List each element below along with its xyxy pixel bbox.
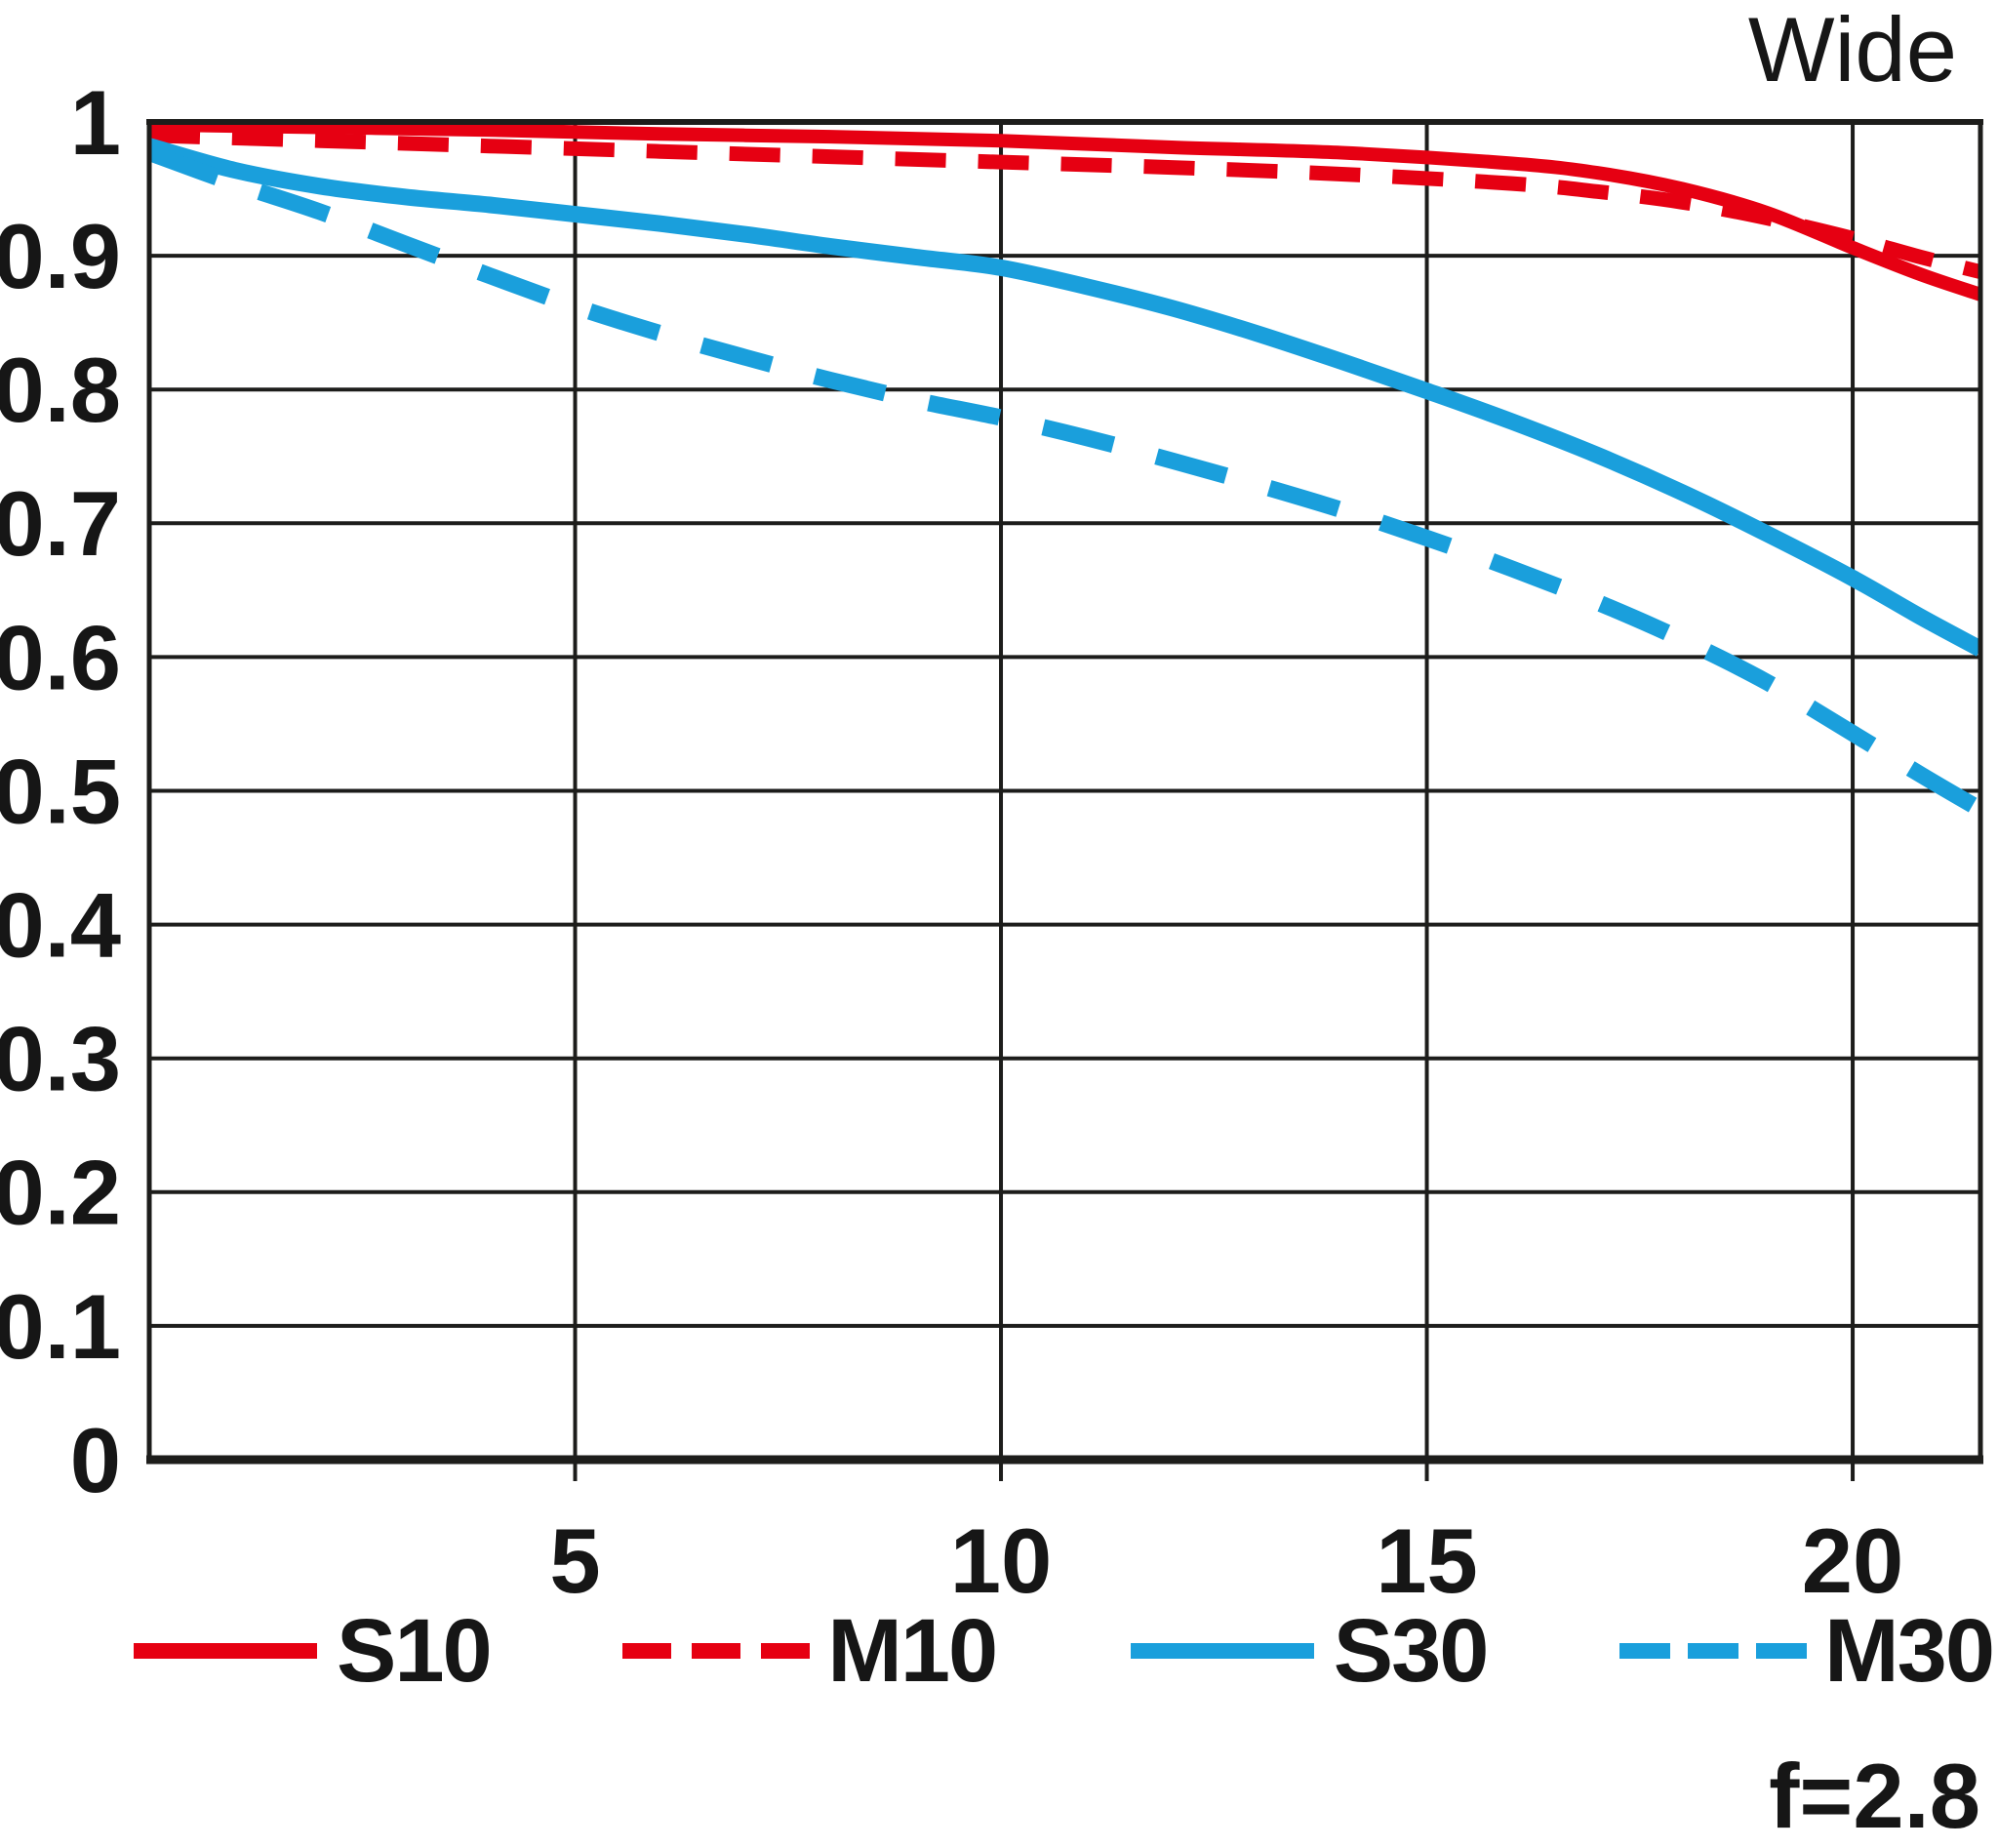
y-tick-0.3: 0.3 bbox=[0, 1008, 121, 1110]
y-tick-0.8: 0.8 bbox=[0, 339, 121, 441]
y-tick-0.6: 0.6 bbox=[0, 606, 121, 708]
y-tick-0.1: 0.1 bbox=[0, 1275, 121, 1378]
x-tick-20: 20 bbox=[1802, 1509, 1904, 1612]
x-tick-15: 15 bbox=[1376, 1509, 1478, 1612]
legend-item-s30: S30 bbox=[1129, 1601, 1490, 1701]
plot-border bbox=[146, 119, 1983, 1465]
legend-label-s10: S10 bbox=[337, 1601, 493, 1701]
legend-swatch-solid-blue bbox=[1130, 1643, 1314, 1659]
y-tick-0.7: 0.7 bbox=[0, 472, 121, 575]
legend-item-s10: S10 bbox=[132, 1601, 493, 1701]
y-tick-0.9: 0.9 bbox=[0, 205, 121, 307]
legend-label-m10: M10 bbox=[827, 1601, 998, 1701]
legend-item-m30: M30 bbox=[1619, 1601, 1995, 1701]
curve-m30 bbox=[149, 144, 1980, 818]
x-tick-10: 10 bbox=[950, 1509, 1053, 1612]
chart-title: Wide bbox=[1747, 0, 1957, 100]
y-tick-0.4: 0.4 bbox=[0, 874, 121, 977]
legend-swatch-solid-red bbox=[134, 1643, 317, 1659]
x-tick-5: 5 bbox=[549, 1509, 600, 1612]
y-axis-tick-labels: 1 0.9 0.8 0.7 0.6 0.5 0.4 0.3 0.2 0.1 0 bbox=[0, 71, 121, 1511]
legend-swatch-dashed-blue bbox=[1619, 1643, 1808, 1659]
y-tick-0: 0 bbox=[70, 1409, 121, 1511]
y-tick-0.2: 0.2 bbox=[0, 1142, 121, 1244]
curve-m10 bbox=[149, 128, 1980, 279]
legend-item-m10: M10 bbox=[622, 1601, 998, 1701]
curve-s30 bbox=[149, 138, 1980, 657]
legend: S10 M10 S30 M30 bbox=[132, 1601, 1995, 1701]
mtf-curves bbox=[149, 122, 1980, 818]
legend-swatch-dashed-red bbox=[622, 1643, 811, 1659]
aperture-label: f=2.8 bbox=[1769, 1745, 1980, 1847]
legend-label-s30: S30 bbox=[1333, 1601, 1490, 1701]
gridlines bbox=[149, 120, 1980, 1481]
y-tick-0.5: 0.5 bbox=[0, 740, 121, 842]
legend-label-m30: M30 bbox=[1824, 1601, 1995, 1701]
x-axis-tick-labels: 5 10 15 20 bbox=[549, 1509, 1903, 1612]
y-tick-1: 1 bbox=[70, 71, 121, 174]
